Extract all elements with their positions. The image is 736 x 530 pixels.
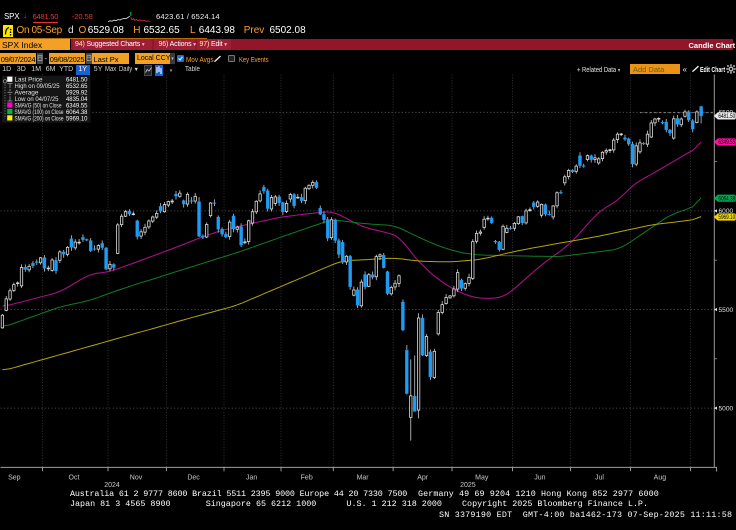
svg-text:4835.04: 4835.04 [66, 96, 88, 103]
svg-text:Low on 04/07/25: Low on 04/07/25 [15, 96, 60, 103]
svg-text:6064.38: 6064.38 [718, 195, 735, 202]
svg-text:2024: 2024 [104, 482, 120, 489]
svg-text:SMAVG (50) on Close: SMAVG (50) on Close [15, 102, 62, 109]
svg-text:6532.65: 6532.65 [66, 83, 88, 90]
svg-text:5969.10: 5969.10 [66, 115, 88, 122]
svg-text:5929.92: 5929.92 [66, 90, 88, 97]
svg-text:6481.50: 6481.50 [66, 77, 88, 84]
svg-text:Sep: Sep [8, 475, 21, 482]
svg-text:5969.10: 5969.10 [718, 214, 735, 221]
svg-text:Feb: Feb [301, 475, 313, 482]
svg-text:6349.55: 6349.55 [66, 102, 88, 109]
svg-text:6000: 6000 [719, 208, 734, 215]
svg-text:High on 09/05/25: High on 09/05/25 [15, 83, 61, 90]
svg-text:Jan: Jan [246, 475, 257, 482]
svg-text:May: May [475, 475, 489, 482]
svg-text:SMAVG (200) on Close: SMAVG (200) on Close [15, 115, 64, 122]
svg-text:SMAVG (100) on Close: SMAVG (100) on Close [15, 109, 64, 116]
svg-text:Apr: Apr [417, 475, 429, 482]
svg-text:Last Price: Last Price [15, 77, 44, 84]
svg-text:Aug: Aug [654, 475, 667, 482]
svg-text:Mar: Mar [357, 475, 370, 482]
svg-text:6064.38: 6064.38 [66, 109, 88, 116]
svg-text:6349.55: 6349.55 [718, 139, 735, 146]
svg-text:Dec: Dec [187, 475, 200, 482]
svg-text:Oct: Oct [69, 475, 80, 482]
svg-text:Jul: Jul [595, 475, 604, 482]
svg-text:Nov: Nov [130, 475, 143, 482]
svg-text:Average: Average [15, 90, 40, 97]
svg-text:2025: 2025 [460, 482, 476, 489]
svg-text:6481.50: 6481.50 [718, 113, 735, 120]
svg-text:Jun: Jun [534, 475, 545, 482]
svg-text:5500: 5500 [719, 307, 734, 314]
svg-text:5000: 5000 [719, 405, 734, 412]
